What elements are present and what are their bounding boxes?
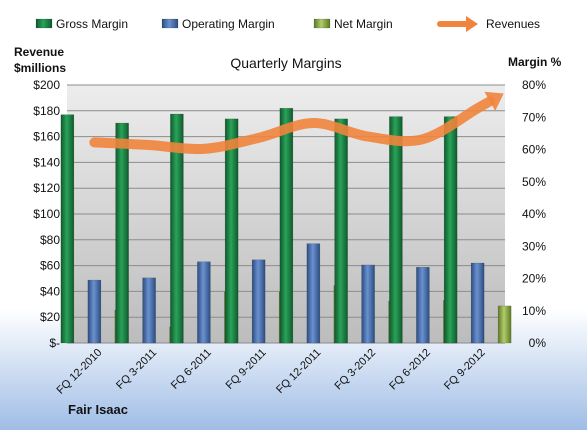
bars-group [60,107,512,344]
left-tick-label: $40 [40,284,60,298]
revenues-line [89,96,495,155]
gross-margin-bar [334,118,348,344]
right-tick-label: 70% [522,110,546,124]
legend-label: Operating Margin [182,17,275,31]
chart-title: Quarterly Margins [230,55,341,71]
legend: Gross Margin Operating Margin Net Margin Re… [35,16,540,32]
legend-label: Gross Margin [56,17,128,31]
operating-margin-bar [470,262,485,344]
gross-margin-bar [170,113,184,344]
right-axis-ticks: 0% 10% 20% 30% 40% 50% 60% 70% 80% [522,78,546,350]
operating-margin-bar [197,261,211,344]
revenues-line-group [89,91,504,155]
right-tick-label: 40% [522,207,546,221]
right-tick-label: 30% [522,239,546,253]
gross-margin-bar [389,116,403,344]
operating-margin-bar [361,264,375,344]
left-tick-label: $200 [33,78,60,92]
legend-swatch [35,18,53,29]
left-axis-label-line1: Revenue [14,45,64,59]
left-tick-label: $- [49,336,60,350]
right-tick-label: 80% [522,78,546,92]
legend-label: Net Margin [334,17,393,31]
operating-margin-bar [87,279,102,344]
revenues-arrowhead [484,91,504,111]
right-tick-label: 10% [522,304,546,318]
right-tick-label: 60% [522,143,546,157]
left-tick-label: $60 [40,259,60,273]
left-tick-label: $180 [33,104,60,118]
left-axis-ticks: $- $20 $40 $60 $80 $100 $120 $140 $160 $180 $200 [33,78,60,350]
left-axis-label-line2: $millions [14,61,66,75]
left-tick-label: $120 [33,181,60,195]
net-margin-bar [497,305,512,344]
left-tick-label: $80 [40,233,60,247]
right-axis-label: Margin % [508,55,562,69]
gross-margin-bar [115,122,129,344]
operating-margin-bar [142,277,156,344]
left-tick-label: $140 [33,155,60,169]
left-tick-label: $160 [33,130,60,144]
company-name: Fair Isaac [68,402,128,417]
right-tick-label: 0% [529,336,547,350]
operating-margin-bar [416,266,430,344]
right-tick-label: 20% [522,272,546,286]
left-tick-label: $20 [40,310,60,324]
gross-margin-bar [224,118,239,344]
gross-margin-bar [443,116,458,344]
legend-swatch-arrowhead [466,16,478,32]
operating-margin-bar [306,243,321,344]
legend-label: Revenues [486,17,540,31]
gross-margin-bar [60,114,75,344]
gross-margin-bar [279,107,294,344]
right-tick-label: 50% [522,175,546,189]
left-tick-label: $100 [33,207,60,221]
operating-margin-bar [251,259,266,344]
legend-swatch [313,18,331,29]
legend-swatch [161,18,179,29]
